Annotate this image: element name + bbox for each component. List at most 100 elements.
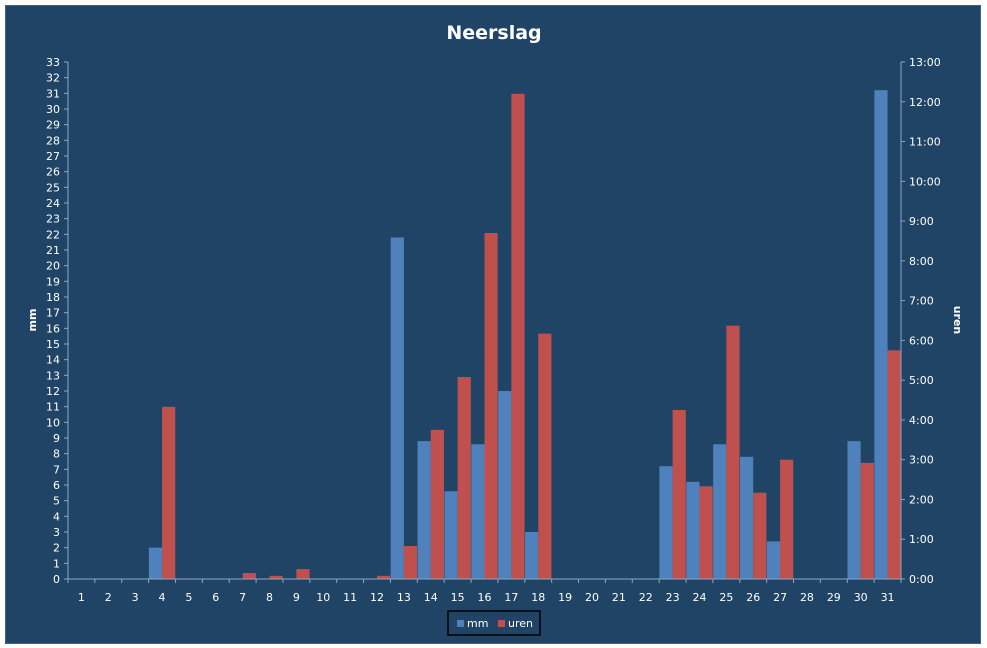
legend-swatch-mm	[457, 620, 464, 627]
y-tick-label: 21	[46, 244, 60, 257]
bar-mm	[686, 481, 700, 579]
y-tick-label: 16	[46, 322, 60, 335]
x-tick-label: 8	[266, 591, 273, 604]
x-tick-label: 17	[504, 591, 518, 604]
x-tick-label: 19	[558, 591, 572, 604]
y-tick-label: 12	[46, 385, 60, 398]
x-tick-label: 23	[666, 591, 680, 604]
x-tick-label: 30	[854, 591, 868, 604]
x-tick-label: 1	[78, 591, 85, 604]
chart-area: Neerslag mm uren 0 1 2 3 4 5 6 7 8 9 10 11 12 13 14 15 1…	[5, 5, 981, 644]
x-tick-label: 5	[185, 591, 192, 604]
chart-title: Neerslag	[446, 22, 541, 44]
y-tick-label: 11	[46, 401, 60, 414]
x-tick-label: 16	[478, 591, 492, 604]
bar-uren	[726, 325, 740, 579]
y2-tick-label: 0:00	[909, 573, 934, 586]
axis-lines	[67, 62, 902, 580]
x-tick-label: 20	[585, 591, 599, 604]
y-tick-label: 19	[46, 275, 60, 288]
y2-tick-label: 12:00	[909, 96, 941, 109]
bar-uren	[269, 575, 283, 579]
legend-label-mm: mm	[467, 617, 488, 630]
y-tick-label: 1	[53, 557, 60, 570]
y-tick-label: 6	[53, 479, 60, 492]
y2-tick-label: 13:00	[909, 56, 941, 69]
y2-axis: 0:00 1:00 2:00 3:00 4:00 5:00 6:00 7:00 8:00 9:00…	[901, 56, 941, 586]
bar-uren	[242, 573, 256, 579]
x-tick-label: 2	[105, 591, 112, 604]
bar-mm	[659, 466, 673, 579]
y-tick-label: 4	[53, 510, 60, 523]
x-axis: 1 2 3 4 5 6 7 8 9 10 11 12 13 14 15 16 17 18 19 20 21 22 23 24 2…	[67, 579, 902, 604]
x-tick-label: 21	[612, 591, 626, 604]
y-tick-label: 14	[46, 354, 60, 367]
bar-mm	[740, 456, 754, 579]
bar-uren	[860, 462, 874, 579]
bar-uren	[484, 233, 498, 579]
bar-mm	[390, 237, 404, 579]
y-tick-label: 9	[53, 432, 60, 445]
bar-uren	[780, 459, 794, 579]
y2-tick-label: 6:00	[909, 334, 934, 347]
x-tick-label: 11	[343, 591, 357, 604]
bar-mm	[847, 441, 861, 579]
y-tick-label: 5	[53, 495, 60, 508]
bar-uren	[672, 409, 686, 579]
y-tick-label: 28	[46, 134, 60, 147]
x-tick-label: 15	[451, 591, 465, 604]
bar-mm	[498, 391, 512, 579]
y-tick-label: 25	[46, 181, 60, 194]
bars	[148, 90, 901, 580]
y-tick-label: 26	[46, 166, 60, 179]
y-tick-label: 27	[46, 150, 60, 163]
y-tick-label: 13	[46, 369, 60, 382]
y2-tick-label: 9:00	[909, 215, 934, 228]
y-tick-label: 7	[53, 463, 60, 476]
x-tick-label: 4	[159, 591, 166, 604]
x-tick-label: 29	[827, 591, 841, 604]
bar-mm	[525, 532, 539, 579]
bar-uren	[538, 333, 552, 579]
x-tick-label: 6	[212, 591, 219, 604]
x-tick-label: 24	[692, 591, 706, 604]
x-tick-label: 7	[239, 591, 246, 604]
bar-mm	[148, 547, 163, 579]
bar-uren	[887, 350, 901, 579]
x-tick-label: 10	[316, 591, 330, 604]
y-tick-label: 17	[46, 307, 60, 320]
bar-uren	[377, 575, 391, 579]
x-tick-label: 12	[370, 591, 384, 604]
bar-mm	[713, 444, 727, 579]
bar-uren	[162, 406, 176, 579]
bar-mm	[417, 441, 431, 579]
y2-tick-label: 1:00	[909, 533, 934, 546]
bar-uren	[430, 429, 444, 579]
y-tick-label: 31	[46, 87, 60, 100]
legend-label-uren: uren	[508, 617, 533, 630]
bar-uren	[511, 93, 525, 580]
y-tick-label: 8	[53, 448, 60, 461]
y-tick-label: 2	[53, 542, 60, 555]
x-tick-label: 31	[881, 591, 895, 604]
y-tick-label: 20	[46, 260, 60, 273]
y-tick-label: 30	[46, 103, 60, 116]
y-tick-label: 18	[46, 291, 60, 304]
y2-tick-label: 11:00	[909, 136, 941, 149]
bar-mm	[874, 90, 888, 579]
y-tick-label: 10	[46, 416, 60, 429]
x-tick-label: 22	[639, 591, 653, 604]
y2-tick-label: 2:00	[909, 493, 934, 506]
bar-uren	[699, 486, 713, 579]
y-tick-label: 15	[46, 338, 60, 351]
y2-tick-label: 5:00	[909, 374, 934, 387]
x-tick-label: 13	[397, 591, 411, 604]
y-axis-title: mm	[26, 309, 39, 332]
y2-tick-label: 3:00	[909, 454, 934, 467]
y-axis: 0123456789101112131415161718192021222324…	[46, 56, 68, 586]
y2-tick-label: 7:00	[909, 295, 934, 308]
x-tick-label: 9	[293, 591, 300, 604]
y-tick-label: 3	[53, 526, 60, 539]
y-tick-label: 23	[46, 213, 60, 226]
x-tick-label: 27	[773, 591, 787, 604]
